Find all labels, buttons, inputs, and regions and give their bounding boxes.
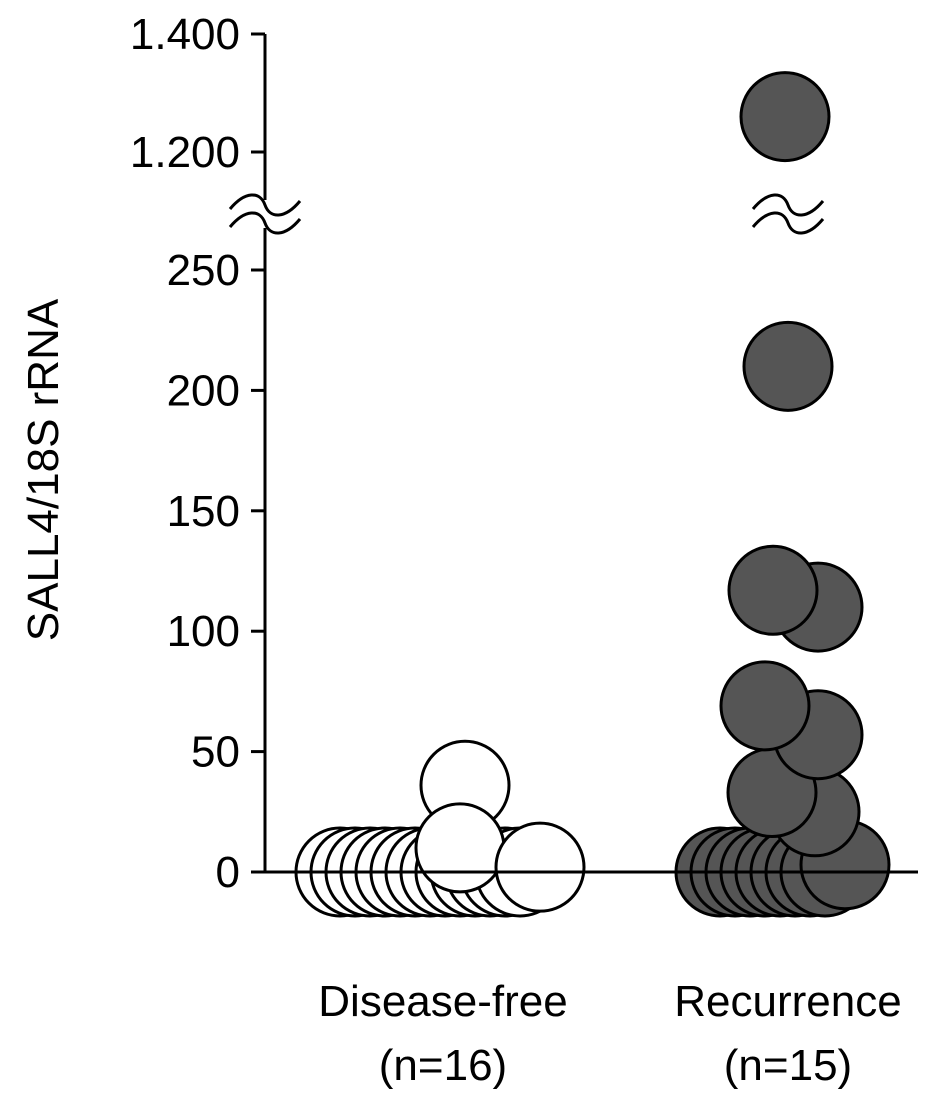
y-tick-label: 1.400 (130, 10, 240, 59)
y-tick-label: 1.200 (130, 128, 240, 177)
disease-free-points (294, 739, 586, 918)
recurrence-point (742, 320, 834, 412)
y-tick-label: 200 (167, 366, 240, 415)
axis-break-icon (751, 211, 825, 235)
labels: 0 50 100 150 200 250 1.200 1.400 SALL4/18S rRNA D… (19, 10, 902, 1090)
category-label: Disease-free (318, 977, 567, 1026)
recurrence-points (674, 71, 891, 918)
recurrence-point (739, 71, 831, 163)
y-tick-label: 150 (167, 487, 240, 536)
y-tick-label: 50 (191, 728, 240, 777)
y-axis-title: SALL4/18S rRNA (19, 298, 68, 641)
axis-break-icon (751, 193, 825, 217)
axis-break-icon-gap (229, 203, 301, 221)
y-tick-label: 250 (167, 246, 240, 295)
disease-free-point (414, 802, 506, 894)
axis-break-icon (228, 211, 302, 235)
category-n-label: (n=15) (724, 1041, 852, 1090)
category-n-label: (n=16) (379, 1041, 507, 1090)
y-tick-label: 0 (216, 848, 240, 897)
disease-free-point (494, 821, 586, 913)
axes (228, 32, 918, 874)
category-label: Recurrence (674, 977, 901, 1026)
recurrence-point (719, 660, 811, 752)
axis-break-icon-gap (752, 203, 824, 221)
recurrence-point (727, 544, 819, 636)
axis-break-icon (228, 193, 302, 217)
y-tick-label: 100 (167, 607, 240, 656)
